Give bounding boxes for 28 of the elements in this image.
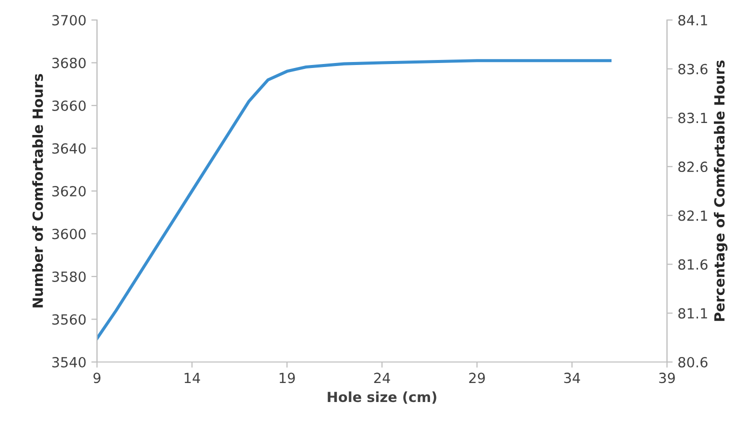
y-tick-label: 3620: [52, 186, 86, 196]
y-tick-label: 3700: [52, 14, 86, 26]
y-tick-label: 3680: [52, 58, 86, 68]
y-tick-label: 3600: [52, 228, 86, 240]
y-tick-label: 3580: [52, 271, 86, 282]
x-axis-title: Hole size (cm): [328, 391, 436, 404]
x-tick-label: 24: [374, 372, 390, 383]
y-tick-label: 3640: [52, 143, 86, 154]
y2-tick-label: 82.1: [678, 210, 708, 221]
y-tick-label: 3540: [52, 356, 86, 368]
y2-tick-label: 81.6: [678, 259, 708, 270]
y2-axis-title: Percentage of Comfortable Hours: [714, 60, 728, 321]
y-tick-label: 3660: [52, 100, 86, 111]
y-tick-label: 3560: [52, 314, 86, 325]
y2-tick-label: 81.1: [678, 308, 708, 319]
x-tick-label: 19: [280, 372, 295, 384]
line-series: [97, 59, 612, 340]
x-tick-label: 9: [93, 372, 100, 384]
y2-tick-label: 80.6: [678, 356, 708, 368]
x-tick-label: 14: [184, 372, 200, 383]
y-axis-title: Number of Comfortable Hours: [32, 74, 43, 308]
x-tick-label: 34: [564, 372, 580, 384]
x-tick-label: 39: [659, 372, 675, 384]
y2-tick-label: 83.6: [678, 64, 708, 74]
y2-tick-label: 84.1: [678, 14, 708, 26]
y2-tick-label: 82.6: [678, 162, 708, 172]
y2-tick-label: 83.1: [678, 112, 708, 124]
x-tick-label: 29: [469, 372, 485, 384]
